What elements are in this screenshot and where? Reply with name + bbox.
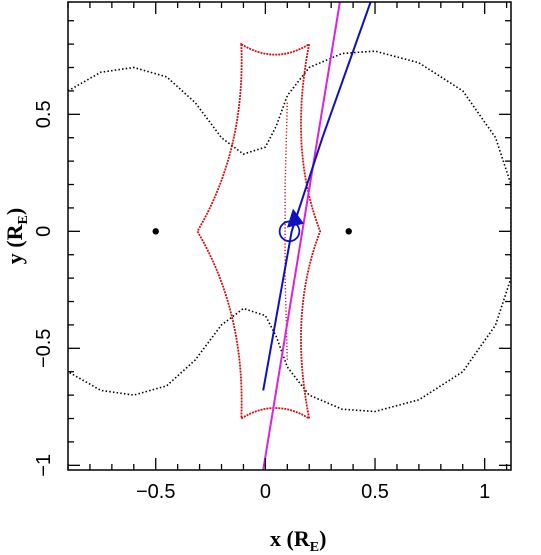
caustic-curve xyxy=(196,42,322,421)
y-tick-label: −0.5 xyxy=(33,329,55,368)
axis-ticks xyxy=(67,2,511,470)
x-tick-label: 0 xyxy=(260,481,271,503)
critical-curve xyxy=(68,50,511,413)
tick-labels: −0.5 0 0.5 1 −1 −0.5 0 0.5 xyxy=(33,100,490,503)
lens-point-1 xyxy=(152,228,159,235)
lens-point-2 xyxy=(345,228,352,235)
markers xyxy=(152,208,352,243)
x-tick-label: 1 xyxy=(479,481,490,503)
trajectory-line-1 xyxy=(262,2,341,470)
plot-frame xyxy=(67,1,512,471)
x-axis-title: x (RE) xyxy=(270,526,326,555)
direction-arrow xyxy=(286,208,304,228)
x-tick-label: 0.5 xyxy=(361,481,389,503)
trajectory-line-2 xyxy=(262,2,372,391)
y-axis-title: y (RE) xyxy=(2,208,31,264)
y-tick-label: −1 xyxy=(33,454,55,477)
trajectory-lines xyxy=(262,2,372,470)
critical-curve-inner xyxy=(284,102,288,361)
y-tick-label: 0 xyxy=(33,226,55,237)
caustic-outline xyxy=(196,42,322,421)
x-tick-label: −0.5 xyxy=(136,481,175,503)
y-tick-label: 0.5 xyxy=(33,100,55,128)
critical-curve-outer xyxy=(68,50,511,413)
